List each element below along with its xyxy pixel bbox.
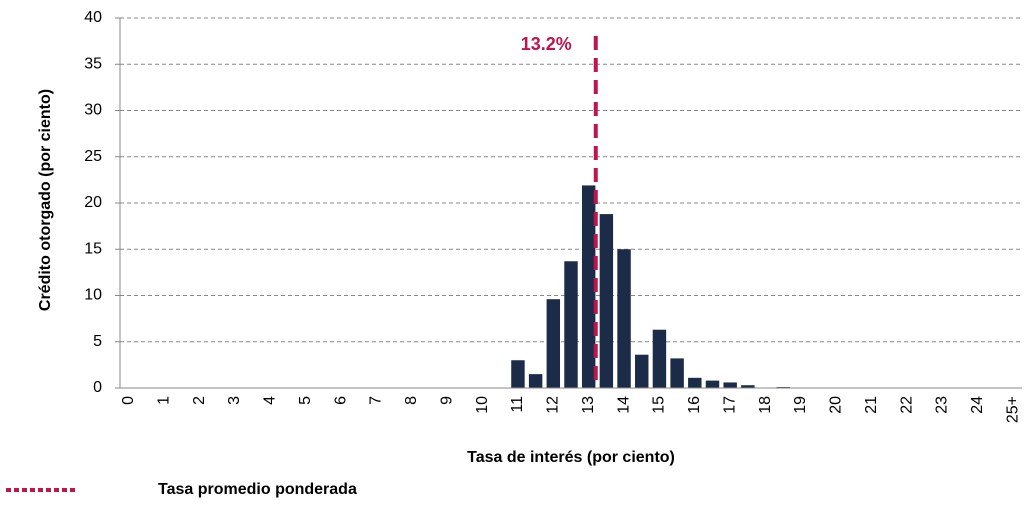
x-axis-title: Tasa de interés (por ciento) bbox=[467, 449, 675, 466]
x-tick-label: 13 bbox=[580, 396, 597, 414]
y-tick-label: 15 bbox=[84, 240, 102, 257]
x-tick-label: 1 bbox=[155, 396, 172, 405]
x-tick-label: 23 bbox=[934, 396, 951, 414]
y-tick-label: 25 bbox=[84, 148, 102, 165]
x-tick-label: 2 bbox=[191, 396, 208, 405]
x-tick-label: 3 bbox=[226, 396, 243, 405]
x-tick-label: 15 bbox=[651, 396, 668, 414]
bar bbox=[705, 380, 720, 388]
bar bbox=[670, 358, 684, 388]
x-tick-label: 19 bbox=[792, 396, 809, 414]
x-tick-label: 6 bbox=[332, 396, 349, 405]
y-tick-label: 5 bbox=[93, 333, 102, 350]
x-tick-label: 24 bbox=[969, 396, 986, 414]
x-tick-label: 7 bbox=[368, 396, 385, 405]
x-tick-label: 12 bbox=[545, 396, 562, 414]
bar bbox=[688, 377, 702, 388]
x-tick-label: 9 bbox=[438, 396, 455, 405]
y-tick-label: 40 bbox=[84, 9, 102, 26]
bar bbox=[546, 299, 561, 388]
x-tick-label: 5 bbox=[297, 396, 314, 405]
x-tick-label: 17 bbox=[721, 396, 738, 414]
legend-label: Tasa promedio ponderada bbox=[158, 481, 357, 498]
y-tick-label: 35 bbox=[84, 55, 102, 72]
x-tick-label: 20 bbox=[828, 396, 845, 414]
y-tick-label: 0 bbox=[93, 379, 102, 396]
x-tick-label: 4 bbox=[262, 396, 279, 405]
bar bbox=[741, 385, 755, 388]
bar bbox=[635, 354, 649, 388]
bar bbox=[599, 214, 614, 388]
x-tick-label: 0 bbox=[120, 396, 137, 405]
x-tick-label: 14 bbox=[615, 396, 632, 414]
bar bbox=[652, 329, 667, 388]
bar bbox=[581, 185, 596, 388]
bar bbox=[723, 382, 737, 388]
bar bbox=[528, 374, 543, 388]
y-tick-label: 10 bbox=[84, 287, 102, 304]
x-tick-label: 16 bbox=[686, 396, 703, 414]
bar bbox=[564, 261, 578, 388]
x-tick-label: 25+ bbox=[1004, 396, 1021, 423]
y-axis-title: Crédito otorgado (por ciento) bbox=[37, 89, 54, 311]
y-tick-label: 20 bbox=[84, 194, 102, 211]
x-tick-label: 8 bbox=[403, 396, 420, 405]
x-tick-label: 21 bbox=[863, 396, 880, 414]
x-tick-label: 11 bbox=[509, 396, 526, 413]
reference-label: 13.2% bbox=[521, 34, 572, 54]
x-tick-label: 18 bbox=[757, 396, 774, 414]
x-tick-label: 10 bbox=[474, 396, 491, 414]
bar bbox=[511, 360, 525, 388]
y-tick-label: 30 bbox=[84, 102, 102, 119]
bar bbox=[617, 249, 631, 388]
x-tick-label: 22 bbox=[898, 396, 915, 414]
